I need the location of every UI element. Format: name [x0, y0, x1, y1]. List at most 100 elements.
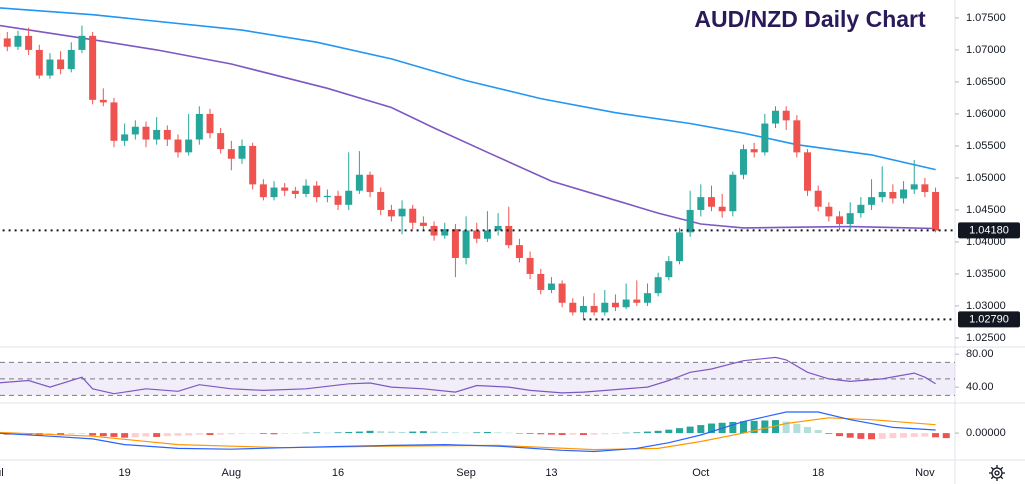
chart-title: AUD/NZD Daily Chart	[694, 6, 926, 32]
candle-body	[921, 184, 929, 193]
histogram-bar	[473, 432, 481, 434]
candle-body	[761, 123, 769, 153]
histogram-bar	[291, 433, 299, 434]
histogram-bar	[57, 433, 65, 436]
candle-body	[131, 126, 139, 135]
histogram-bar	[323, 432, 331, 434]
histogram-bar	[441, 431, 449, 434]
x-tick-label: Oct	[692, 467, 709, 479]
histogram-bar	[675, 428, 683, 434]
histogram-bar	[163, 433, 171, 437]
histogram-bar	[900, 433, 908, 438]
candle-body	[163, 129, 171, 140]
candle-body	[547, 283, 555, 290]
price-label: 1.02790	[969, 313, 1009, 325]
candle-body	[611, 302, 619, 308]
histogram-bar	[836, 433, 844, 437]
x-tick-label: 19	[119, 467, 131, 479]
y-tick-label: 80.00	[966, 348, 994, 360]
candle-body	[569, 302, 577, 313]
histogram-bar	[932, 433, 940, 438]
histogram-bar	[355, 431, 363, 434]
histogram-bar	[494, 432, 502, 434]
candle-body	[366, 174, 374, 193]
histogram-bar	[526, 433, 534, 434]
histogram-bar	[270, 433, 278, 435]
candle-body	[238, 145, 246, 159]
histogram-bar	[430, 431, 438, 434]
histogram-bar	[611, 433, 619, 434]
histogram-bar	[889, 433, 897, 439]
candle-body	[110, 102, 118, 141]
candle-body	[281, 187, 289, 191]
histogram-bar	[131, 433, 139, 438]
histogram-bar	[942, 433, 950, 439]
candle-body	[857, 204, 865, 214]
x-tick-label: 18	[812, 467, 824, 479]
histogram-bar	[78, 433, 86, 434]
price-label-box	[958, 222, 1020, 239]
histogram-bar	[750, 420, 758, 434]
candle-body	[430, 225, 438, 236]
histogram-bar	[622, 432, 630, 434]
candle-body	[622, 299, 630, 308]
candle-body	[270, 187, 278, 198]
histogram-bar	[878, 433, 886, 439]
y-tick-label: 1.03500	[966, 268, 1006, 280]
x-tick-label: 16	[332, 467, 344, 479]
candle-body	[665, 261, 673, 278]
candle-body	[590, 305, 598, 313]
candle-body	[313, 185, 321, 198]
histogram-bar	[654, 430, 662, 434]
candle-body	[387, 209, 395, 217]
candle-body	[814, 190, 822, 207]
histogram-bar	[185, 433, 193, 436]
histogram-bar	[665, 429, 673, 434]
candle-body	[643, 293, 651, 303]
histogram-bar	[921, 433, 929, 437]
candle-body	[35, 49, 43, 76]
histogram-bar	[387, 431, 395, 434]
histogram-bar	[547, 433, 555, 435]
candle-body	[142, 126, 150, 140]
candle-body	[121, 134, 129, 141]
histogram-bar	[515, 433, 523, 434]
y-tick-label: 1.04000	[966, 236, 1006, 248]
candle-body	[217, 133, 225, 150]
price-label: 1.04180	[969, 224, 1009, 236]
candle-body	[14, 35, 22, 47]
price-label-box	[958, 311, 1020, 328]
candle-body	[185, 139, 193, 153]
candle-body	[515, 245, 523, 258]
candle-body	[409, 208, 417, 223]
histogram-bar	[302, 432, 310, 434]
histogram-bar	[195, 433, 203, 435]
histogram-bar	[505, 432, 513, 434]
candle-body	[889, 192, 897, 199]
histogram-bar	[238, 433, 246, 434]
candle-body	[740, 149, 747, 175]
histogram-bar	[67, 433, 75, 435]
histogram-bar	[398, 431, 406, 434]
candle-body	[89, 35, 97, 100]
histogram-bar	[99, 433, 107, 437]
candle-body	[153, 129, 161, 140]
histogram-bar	[462, 432, 470, 434]
histogram-bar	[419, 431, 427, 434]
candle-body	[932, 192, 940, 231]
candle-body	[67, 49, 75, 70]
settings-icon[interactable]	[989, 465, 1005, 481]
histogram-bar	[377, 431, 385, 434]
histogram-bar	[772, 420, 780, 434]
y-tick-label: 1.05000	[966, 172, 1006, 184]
candle-body	[836, 216, 844, 225]
histogram-bar	[857, 433, 865, 439]
histogram-bar	[89, 433, 97, 436]
histogram-bar	[740, 421, 747, 434]
candle-body	[697, 197, 705, 210]
candle-body	[291, 190, 299, 194]
histogram-bar	[707, 423, 715, 434]
candle-body	[355, 174, 363, 191]
histogram-bar	[142, 433, 150, 437]
